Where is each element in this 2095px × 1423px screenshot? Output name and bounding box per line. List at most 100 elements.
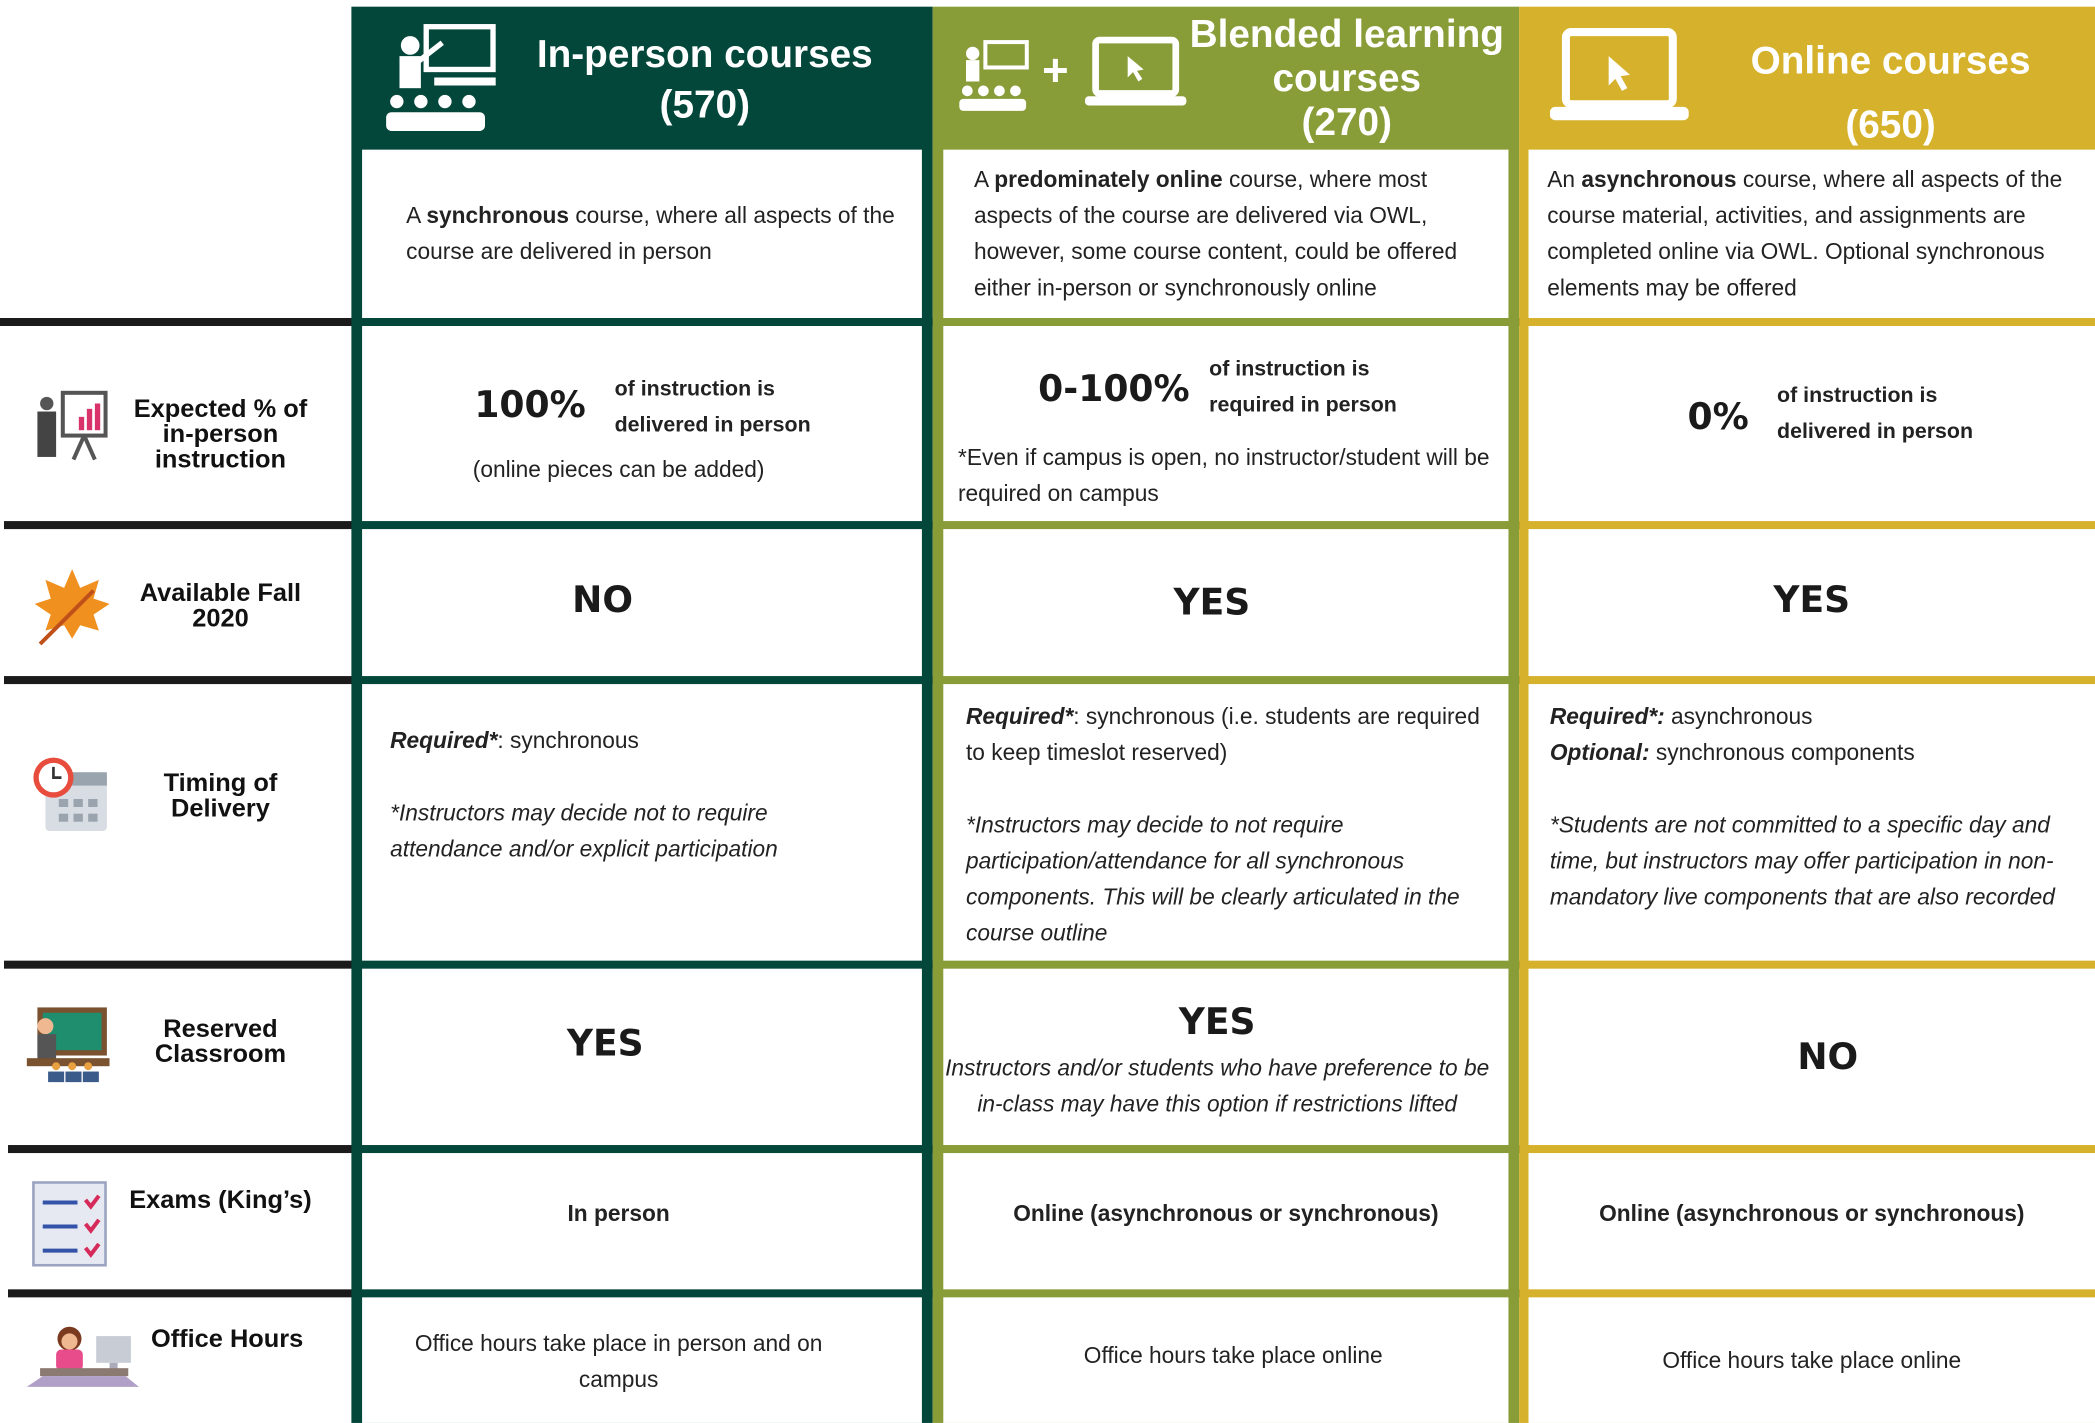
teacher-icon <box>26 1007 110 1083</box>
optional-label: Optional: <box>1549 740 1650 766</box>
office-hours: Office hours take place in person and on… <box>395 1323 841 1400</box>
text: A <box>974 167 995 193</box>
classroom-icon <box>959 40 1029 111</box>
checklist-icon <box>32 1181 107 1267</box>
description: A predominately online course, where mos… <box>974 144 1502 323</box>
cell-background <box>362 1153 922 1290</box>
title: In-person courses <box>536 33 873 77</box>
required-label: Required* <box>390 728 498 754</box>
description: An asynchronous course, where all aspect… <box>1547 150 2088 318</box>
row-label: Timing of Delivery <box>163 769 278 824</box>
column-title: In-person courses (570) <box>508 29 902 131</box>
cell-background <box>1528 968 2095 1146</box>
row-label: Available Fall 2020 <box>139 579 302 634</box>
exam-mode: In person <box>362 1153 875 1273</box>
cell-background <box>943 1297 1509 1423</box>
plus-sign: + <box>1042 45 1069 97</box>
cell-background <box>1528 529 2095 677</box>
answer-text: YES <box>1173 581 1251 624</box>
percent: 0% <box>1687 396 1749 439</box>
presentation-icon <box>37 390 108 461</box>
percent: 0-100% <box>1038 368 1190 411</box>
answer-text: YES <box>1773 579 1851 621</box>
required-label: Required*: <box>1549 704 1665 730</box>
exam-mode: Online (asynchronous or synchronous) <box>943 1153 1508 1273</box>
count: (270) <box>1301 101 1393 145</box>
cell-background <box>362 684 922 961</box>
cell-background <box>943 326 1509 522</box>
text-bold: asynchronous <box>1581 167 1737 193</box>
text: course, where all aspects of the course … <box>1547 167 2063 301</box>
column-title: Online courses (650) <box>1724 29 2058 157</box>
cell-background <box>362 1297 922 1423</box>
cell-background <box>362 968 922 1146</box>
text-bold: predominately online <box>994 167 1223 193</box>
text: A <box>406 203 427 229</box>
answer-text: YES <box>1178 1002 1256 1044</box>
cell-background <box>1528 326 2095 522</box>
timing: Required*: asynchronous Optional: synchr… <box>1550 699 2084 915</box>
row-label: Exams (King’s) <box>129 1186 312 1215</box>
cell-background <box>1528 149 2095 318</box>
note: (online pieces can be added) <box>472 456 765 483</box>
note: *Even if campus is open, no instructor/s… <box>957 444 1490 507</box>
required-text: : synchronous (i.e. students are require… <box>966 704 1480 766</box>
row-label: Expected % of in-person instruction <box>133 395 308 475</box>
cell-background <box>943 529 1509 677</box>
note: *Instructors may decide to not require p… <box>966 812 1460 946</box>
laptop-icon <box>1084 36 1187 106</box>
answer-text: NO <box>1797 1036 1859 1078</box>
laptop-icon <box>1549 28 1689 121</box>
percent-text: of instruction is delivered in person <box>614 378 811 437</box>
cell-background <box>1528 684 2095 961</box>
answer: YES <box>362 969 848 1119</box>
cell-background <box>943 149 1509 318</box>
classroom-icon <box>386 24 496 131</box>
cell-background <box>943 968 1509 1146</box>
note: *Instructors may decide not to require a… <box>390 800 778 862</box>
count: (650) <box>1845 104 1936 147</box>
office-text: Office hours take place in person and on… <box>414 1330 823 1393</box>
exam-mode: Online (asynchronous or synchronous) <box>1528 1153 2095 1273</box>
answer: NO <box>362 529 843 671</box>
answer: YES Instructors and/or students who have… <box>943 977 1491 1143</box>
description: A synchronous course, where all aspects … <box>406 150 900 318</box>
cell-background <box>362 326 922 522</box>
count: (570) <box>659 84 751 127</box>
text-bold: synchronous <box>426 203 570 229</box>
office-hours: Office hours take place online <box>943 1323 1523 1387</box>
timing: Required*: synchronous *Instructors may … <box>390 723 884 867</box>
exam-text: Online (asynchronous or synchronous) <box>1013 1200 1439 1226</box>
cell-background <box>943 1153 1509 1290</box>
office-text: Office hours take place online <box>1662 1347 1962 1373</box>
text: course, where most aspects of the course… <box>974 167 1458 301</box>
exam-text: Online (asynchronous or synchronous) <box>1599 1200 2025 1226</box>
title: Online courses <box>1750 40 2031 83</box>
cell-background <box>1528 1153 2095 1290</box>
title: Blended learning courses <box>1189 13 1504 101</box>
exam-text: In person <box>567 1200 670 1226</box>
note: Instructors and/or students who have pre… <box>945 1055 1490 1117</box>
required-text: asynchronous <box>1664 704 1813 730</box>
column-title: Blended learning courses (270) <box>1189 13 1504 145</box>
optional-text: synchronous components <box>1649 740 1915 766</box>
office-text: Office hours take place online <box>1083 1342 1383 1368</box>
office-icon <box>26 1326 139 1387</box>
required-text: : synchronous <box>497 728 639 754</box>
answer: NO <box>1528 969 2095 1145</box>
note: *Students are not committed to a specifi… <box>1549 812 2055 910</box>
required-label: Required* <box>966 704 1074 730</box>
cell-background <box>943 684 1509 961</box>
calendar-icon <box>33 757 107 832</box>
office-hours: Office hours take place online <box>1528 1328 2095 1392</box>
leaf-icon <box>34 569 110 646</box>
answer: YES <box>1528 529 2095 671</box>
row-label: Reserved Classroom <box>154 1015 287 1069</box>
answer-text: NO <box>572 579 634 621</box>
cell-background <box>362 529 922 677</box>
timing: Required*: synchronous (i.e. students ar… <box>966 699 1500 952</box>
percent-text: of instruction is delivered in person <box>1777 384 1974 444</box>
percent-text: of instruction is required in person <box>1209 358 1397 417</box>
